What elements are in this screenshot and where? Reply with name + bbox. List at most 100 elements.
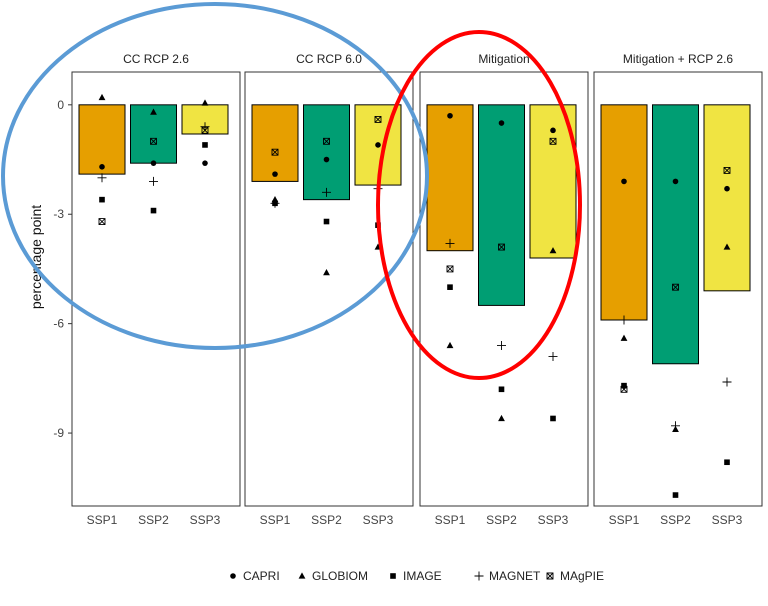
point-image — [447, 284, 453, 290]
x-tick-label: SSP3 — [363, 513, 394, 527]
x-tick-label: SSP3 — [538, 513, 569, 527]
point-magnet — [149, 176, 158, 186]
point-magnet — [270, 198, 280, 208]
point-magpie — [446, 265, 454, 273]
point-magpie — [374, 115, 382, 123]
point-magnet — [671, 421, 680, 431]
point-globiom — [498, 414, 505, 422]
panel-mitigation: Mitigation SSP1 SSP2 SSP3 — [419, 52, 589, 527]
point-magnet — [97, 173, 107, 183]
bar-ssp3 — [703, 104, 751, 292]
bar-ssp2 — [478, 104, 525, 306]
legend-label: MAgPIE — [560, 569, 604, 583]
point-image — [99, 196, 105, 203]
legend-key-capri — [230, 573, 236, 579]
panel-title: Mitigation + RCP 2.6 — [623, 52, 733, 66]
legend-key-image — [390, 573, 396, 579]
point-magpie — [98, 218, 106, 225]
point-magpie — [271, 148, 279, 156]
point-image — [550, 415, 556, 422]
point-magpie — [672, 283, 679, 291]
annotation-ellipse — [376, 30, 582, 380]
point-globiom — [446, 341, 454, 349]
y-tick-label: -6 — [53, 317, 64, 331]
point-image — [323, 218, 330, 225]
legend-key-magpie — [546, 572, 554, 580]
point-capri — [621, 178, 627, 185]
legend-item-magpie: MAgPIE — [546, 569, 604, 583]
x-tick-label: SSP1 — [435, 513, 466, 527]
point-magnet — [619, 315, 629, 325]
legend-label: CAPRI — [243, 569, 280, 583]
point-capri — [323, 156, 330, 163]
point-magnet — [445, 238, 455, 248]
x-tick-label: SSP3 — [190, 513, 221, 527]
point-image — [202, 142, 208, 148]
legend-key-magnet — [474, 571, 484, 581]
bar-ssp2 — [652, 104, 699, 365]
legend-key-globiom — [298, 572, 306, 579]
point-globiom — [549, 247, 557, 254]
point-magpie — [549, 137, 557, 145]
y-tick-label: -9 — [53, 426, 64, 440]
x-tick-label: SSP1 — [609, 513, 640, 527]
bar-ssp1 — [600, 104, 648, 321]
point-globiom — [201, 99, 209, 106]
legend-label: GLOBIOM — [312, 569, 368, 583]
bar-ssp1 — [426, 104, 474, 252]
point-capri — [724, 185, 730, 192]
point-magpie — [150, 137, 157, 145]
legend-item-image: IMAGE — [390, 569, 442, 583]
y-axis-title: percentage point — [28, 205, 44, 309]
point-capri — [150, 160, 157, 166]
panel-cc-rcp-2-6: CC RCP 2.6 SSP1 SSP2 SSP3 — [71, 52, 241, 527]
point-magnet — [548, 351, 558, 361]
facet-panels: CC RCP 2.6 SSP1 SSP2 SSP3 CC RCP 6.0 SSP1 SSP2… — [71, 52, 763, 527]
point-image — [621, 382, 627, 389]
legend-item-capri: CAPRI — [230, 569, 280, 583]
x-tick-label: SSP1 — [260, 513, 291, 527]
point-globiom — [98, 93, 106, 101]
legend-item-magnet: MAGNET — [474, 569, 541, 583]
x-tick-label: SSP2 — [138, 513, 169, 527]
legend-item-globiom: GLOBIOM — [298, 569, 368, 583]
bar-ssp1 — [78, 104, 126, 175]
point-magnet — [722, 377, 732, 387]
point-magpie — [498, 243, 505, 251]
point-image — [150, 207, 157, 214]
y-tick-label: 0 — [57, 98, 64, 112]
point-magpie — [723, 167, 731, 174]
point-magnet — [200, 122, 210, 132]
point-capri — [672, 178, 679, 185]
point-magnet — [322, 187, 331, 197]
x-tick-label: SSP1 — [87, 513, 118, 527]
point-capri — [375, 142, 381, 148]
x-tick-label: SSP2 — [660, 513, 691, 527]
panel-title: CC RCP 2.6 — [123, 52, 189, 66]
legend: CAPRI GLOBIOM IMAGE MAGNET MAgPIE — [230, 569, 604, 583]
y-tick-label: -3 — [53, 207, 64, 221]
point-image — [724, 459, 730, 466]
legend-label: MAGNET — [489, 569, 541, 583]
point-magpie — [620, 385, 628, 393]
panel-title: Mitigation — [478, 52, 529, 66]
point-capri — [498, 120, 505, 126]
bar-ssp1 — [251, 104, 299, 182]
x-tick-label: SSP3 — [712, 513, 743, 527]
y-axis: 0 -3 -6 -9 — [53, 98, 72, 440]
point-magnet — [497, 341, 506, 351]
point-magpie — [323, 137, 330, 145]
point-capri — [272, 171, 278, 177]
x-tick-label: SSP2 — [311, 513, 342, 527]
point-magpie — [201, 126, 209, 134]
point-globiom — [723, 243, 731, 250]
point-image — [672, 492, 679, 498]
annotation-ellipses — [1, 2, 582, 380]
point-image — [498, 386, 505, 393]
panel-title: CC RCP 6.0 — [296, 52, 362, 66]
point-globiom — [620, 334, 628, 341]
x-tick-label: SSP2 — [486, 513, 517, 527]
panel-mitigation-rcp-2-6: Mitigation + RCP 2.6 SSP1 SSP2 SSP3 — [593, 52, 763, 527]
point-capri — [99, 164, 105, 170]
